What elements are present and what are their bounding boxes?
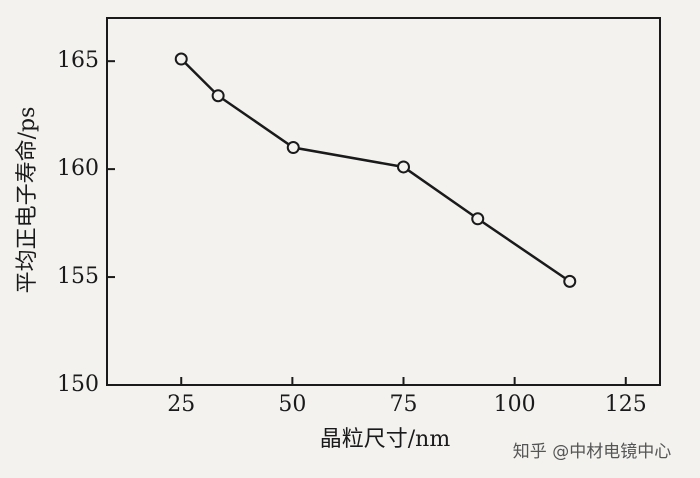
watermark: 知乎 @中材电镜中心 — [513, 442, 671, 462]
x-tick-label: 25 — [167, 392, 195, 417]
plot-frame — [106, 17, 661, 386]
y-axis-label: 平均正电子寿命/ps — [15, 107, 40, 294]
x-tick-label: 75 — [390, 392, 418, 417]
x-axis-label: 晶粒尺寸/nm — [320, 427, 451, 452]
data-line — [180, 58, 571, 283]
y-tick-label: 155 — [57, 264, 99, 289]
data-point — [286, 141, 300, 155]
x-tick-label: 125 — [605, 392, 647, 417]
data-point — [174, 52, 188, 66]
x-tick-label: 100 — [494, 392, 536, 417]
data-point — [211, 89, 225, 103]
x-tick-label: 50 — [278, 392, 306, 417]
data-point — [471, 212, 485, 226]
y-tick-label: 165 — [57, 48, 99, 73]
y-tick-label: 150 — [57, 372, 99, 397]
y-tick-label: 160 — [57, 156, 99, 181]
data-point — [563, 274, 577, 288]
data-point — [397, 160, 411, 174]
